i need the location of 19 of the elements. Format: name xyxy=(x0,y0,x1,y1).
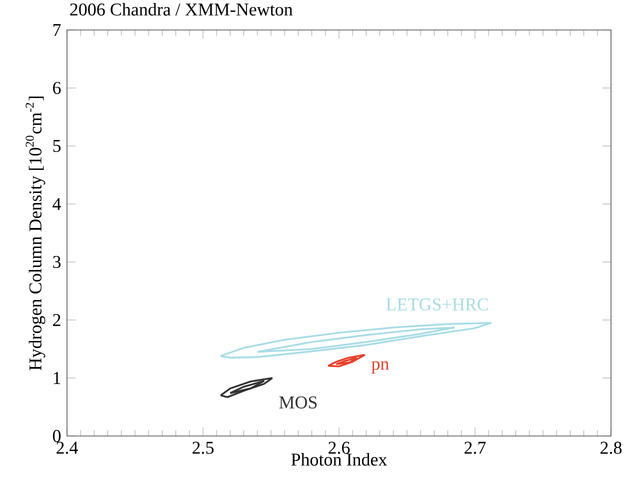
x-tick-label: 2.6 xyxy=(328,442,350,454)
y-tick-label: 0 xyxy=(52,430,61,442)
x-tick-label: 2.7 xyxy=(464,442,486,454)
y-tick-label: 1 xyxy=(54,372,60,384)
y-tick-label: 5 xyxy=(53,140,61,152)
y-tick-label: 4 xyxy=(52,198,61,210)
annotation: LETGS+HRC xyxy=(386,298,488,311)
x-tick-label: 2.5 xyxy=(192,442,214,454)
y-tick-label: 3 xyxy=(53,256,61,268)
annotation: pn xyxy=(372,361,389,374)
x-axis-title: Photon Index xyxy=(291,453,388,466)
y-tick-label: 7 xyxy=(53,24,61,36)
annotation: MOS xyxy=(279,396,317,409)
x-tick-label: 2.4 xyxy=(56,442,78,454)
y-tick-label: 6 xyxy=(53,82,61,94)
y-axis-title: Hydrogen Column Density [10$^{20}$cm$^{-2}$] xyxy=(26,96,46,370)
chart-title: 2006 Chandra / XMM-Newton xyxy=(70,2,293,16)
y-tick-label: 2 xyxy=(53,314,60,326)
x-tick-label: 2.8 xyxy=(600,442,622,454)
